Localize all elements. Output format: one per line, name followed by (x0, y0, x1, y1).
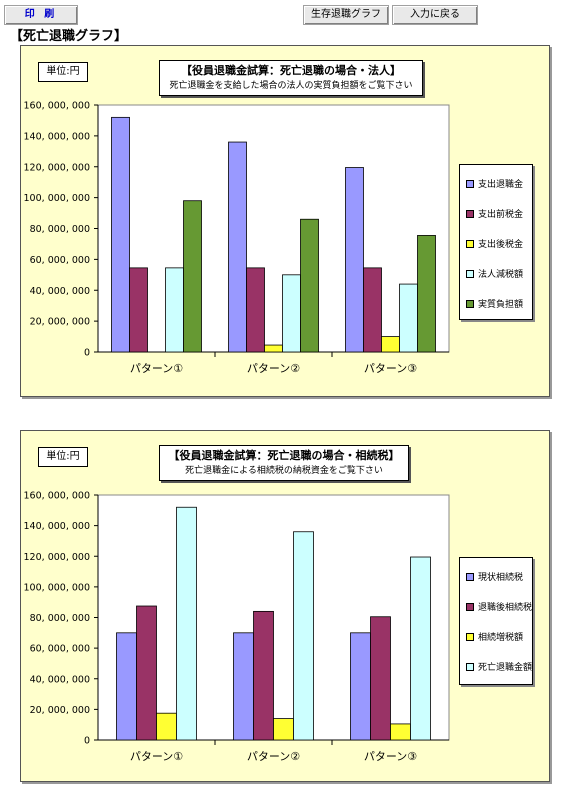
y-tick-label: 40, 000, 000 (30, 286, 90, 297)
plot-area (97, 104, 450, 353)
legend-label: 支出前税金 (478, 210, 524, 220)
legend-item: 法人減税額 (466, 269, 523, 281)
print-button[interactable]: 印 刷 (4, 5, 78, 25)
bar (282, 274, 301, 353)
legend-item: 相続増税額 (466, 632, 523, 644)
bar (233, 632, 254, 741)
bar (300, 218, 319, 353)
bar (345, 167, 364, 353)
legend-swatch (466, 239, 474, 248)
chart-title-box: 【役員退職金試算：死亡退職の場合・法人】 死亡退職金を支給した場合の法人の実質負… (159, 60, 423, 96)
legend-item: 退職後相続税 (466, 602, 532, 614)
y-tick-label: 20, 000, 000 (30, 705, 90, 716)
chart-title: 【役員退職金試算：死亡退職の場合・相続税】 (168, 449, 400, 462)
bar (228, 141, 247, 353)
legend-swatch (466, 662, 474, 671)
legend-item: 現状相続税 (466, 572, 523, 584)
legend-swatch (466, 269, 474, 278)
bar (136, 605, 157, 741)
bar (363, 267, 382, 353)
x-tick-label: パターン① (130, 362, 183, 375)
legend-label: 支出後税金 (478, 240, 524, 250)
unit-label: 単位:円 (38, 447, 88, 467)
bar (370, 616, 391, 741)
x-tick-label: パターン① (130, 750, 183, 763)
bar (129, 267, 148, 353)
bar (273, 718, 294, 741)
y-tick-label: 120, 000, 000 (24, 162, 90, 173)
page-title: 【死亡退職グラフ】 (10, 29, 128, 44)
bar (116, 632, 137, 741)
unit-label: 単位:円 (38, 62, 88, 82)
chart-legend: 現状相続税 退職後相続税 相続増税額 死亡退職金額 (459, 557, 533, 685)
corporate-chart-panel: 0 20, 000, 000 40, 000, 000 60, 000, 000 80,… (20, 45, 550, 397)
bar (410, 556, 431, 741)
legend-swatch (466, 602, 474, 611)
bar (264, 344, 283, 353)
corporate-chart-plot: 0 20, 000, 000 40, 000, 000 60, 000, 000 80,… (24, 101, 450, 375)
bar (390, 723, 411, 741)
chart-subtitle: 死亡退職金を支給した場合の法人の実質負担額をご覧下さい (169, 81, 413, 91)
bar (176, 506, 197, 741)
y-tick-label: 60, 000, 000 (30, 644, 90, 655)
bar (156, 712, 177, 741)
bar (399, 283, 418, 353)
legend-label: 退職後相続税 (478, 603, 533, 613)
legend-swatch (466, 632, 474, 641)
back-to-input-button[interactable]: 入力に戻る (392, 5, 478, 25)
inheritance-chart-plot: 0 20, 000, 000 40, 000, 000 60, 000, 000 80,… (24, 491, 450, 763)
bar (253, 610, 274, 741)
legend-label: 現状相続税 (478, 573, 524, 583)
legend-label: 実質負担額 (478, 300, 524, 310)
y-tick-label: 80, 000, 000 (30, 613, 90, 624)
legend-swatch (466, 572, 474, 581)
y-tick-label: 160, 000, 000 (24, 101, 90, 112)
chart-subtitle: 死亡退職金による相続税の納税資金をご覧下さい (185, 466, 383, 476)
y-tick-label: 120, 000, 000 (24, 552, 90, 563)
y-tick-label: 100, 000, 000 (24, 193, 90, 204)
chart-legend: 支出退職金 支出前税金 支出後税金 法人減税額 実質負担額 (459, 164, 533, 320)
chart-title: 【役員退職金試算：死亡退職の場合・法人】 (181, 64, 401, 77)
x-tick-label: パターン③ (364, 750, 417, 763)
y-tick-label: 140, 000, 000 (24, 131, 90, 142)
y-tick-label: 0 (84, 736, 90, 747)
y-tick-label: 60, 000, 000 (30, 255, 90, 266)
legend-label: 支出退職金 (478, 180, 524, 190)
y-tick-label: 0 (84, 348, 90, 359)
legend-label: 相続増税額 (478, 633, 524, 643)
legend-item: 支出後税金 (466, 239, 523, 251)
legend-item: 支出退職金 (466, 179, 523, 191)
legend-item: 死亡退職金額 (466, 662, 532, 674)
legend-item: 支出前税金 (466, 209, 523, 221)
survival-retirement-graph-button[interactable]: 生存退職グラフ (303, 5, 389, 25)
legend-item: 実質負担額 (466, 299, 523, 311)
bar (183, 200, 202, 353)
x-tick-label: パターン② (247, 750, 300, 763)
legend-label: 死亡退職金額 (478, 663, 533, 673)
bar (381, 336, 400, 353)
y-tick-label: 160, 000, 000 (24, 491, 90, 502)
y-tick-label: 140, 000, 000 (24, 521, 90, 532)
y-tick-label: 80, 000, 000 (30, 224, 90, 235)
legend-swatch (466, 299, 474, 308)
x-tick-label: パターン③ (364, 362, 417, 375)
bar (111, 116, 130, 353)
bar (293, 531, 314, 741)
legend-swatch (466, 179, 474, 188)
bar (165, 267, 184, 353)
bar (417, 235, 436, 353)
x-tick-label: パターン② (247, 362, 300, 375)
bar (350, 632, 371, 741)
legend-swatch (466, 209, 474, 218)
chart-title-box: 【役員退職金試算：死亡退職の場合・相続税】 死亡退職金による相続税の納税資金をご… (159, 445, 409, 481)
inheritance-chart-panel: 0 20, 000, 000 40, 000, 000 60, 000, 000 80,… (20, 430, 550, 782)
bar (246, 267, 265, 353)
y-tick-label: 40, 000, 000 (30, 674, 90, 685)
y-tick-label: 20, 000, 000 (30, 317, 90, 328)
y-tick-label: 100, 000, 000 (24, 582, 90, 593)
legend-label: 法人減税額 (478, 270, 524, 280)
